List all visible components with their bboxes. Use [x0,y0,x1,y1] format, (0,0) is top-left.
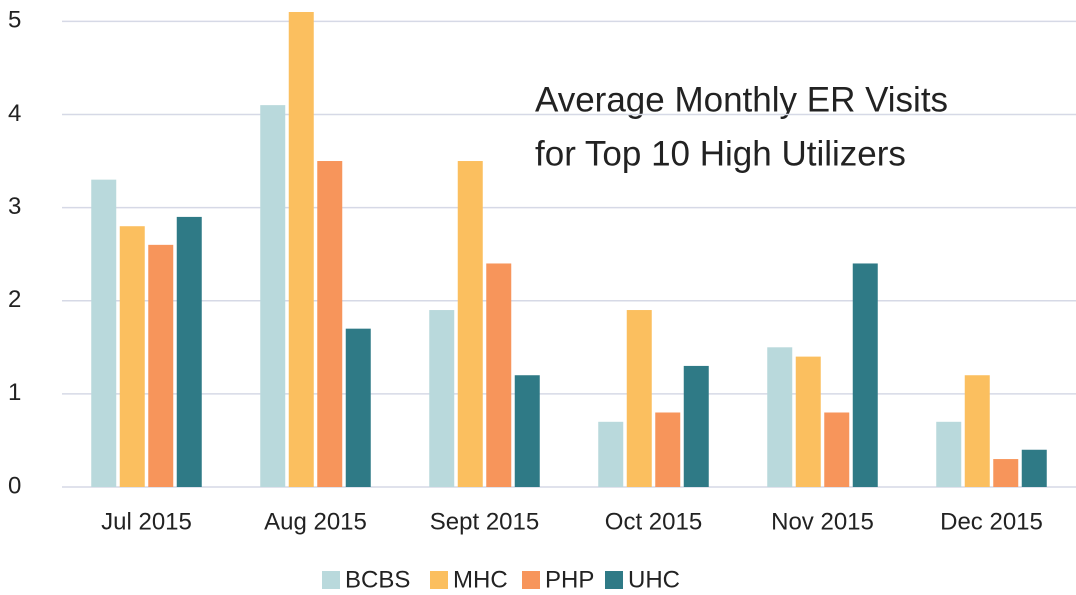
bar [486,263,512,487]
bar [514,375,540,487]
bar [993,459,1019,487]
y-tick-label: 2 [8,286,21,313]
bar [429,310,455,487]
legend-swatch [322,571,340,589]
x-tick-label: Dec 2015 [940,508,1043,535]
bar [964,375,990,487]
bar [317,161,343,488]
bar [176,216,202,487]
bar [119,226,145,487]
x-tick-label: Aug 2015 [264,508,367,535]
legend-label: MHC [453,566,508,593]
bar [148,244,174,487]
legend-label: UHC [628,566,680,593]
bar [683,365,709,487]
legend-swatch [522,571,540,589]
legend-swatch [430,571,448,589]
bar [260,105,286,487]
y-tick-label: 4 [8,100,21,127]
chart-title: Average Monthly ER Visits [535,80,948,119]
legend-label: BCBS [345,566,410,593]
bar [626,310,652,487]
y-tick-label: 5 [8,7,21,34]
y-tick-label: 0 [8,472,21,499]
x-tick-label: Sept 2015 [430,508,539,535]
bar [824,412,850,487]
bar [288,12,314,487]
x-tick-label: Oct 2015 [605,508,702,535]
bar [1021,449,1047,487]
bar [457,161,483,488]
legend-swatch [605,571,623,589]
bar [598,421,624,487]
bar [345,328,371,487]
x-tick-label: Nov 2015 [771,508,874,535]
bar [795,356,821,487]
chart-title: for Top 10 High Utilizers [535,134,906,173]
bar [655,412,681,487]
bar [767,347,793,487]
bar [91,179,117,487]
y-tick-label: 3 [8,193,21,220]
y-tick-label: 1 [8,379,21,406]
bar [852,263,878,487]
legend-label: PHP [545,566,594,593]
bar [936,421,962,487]
x-tick-label: Jul 2015 [101,508,192,535]
